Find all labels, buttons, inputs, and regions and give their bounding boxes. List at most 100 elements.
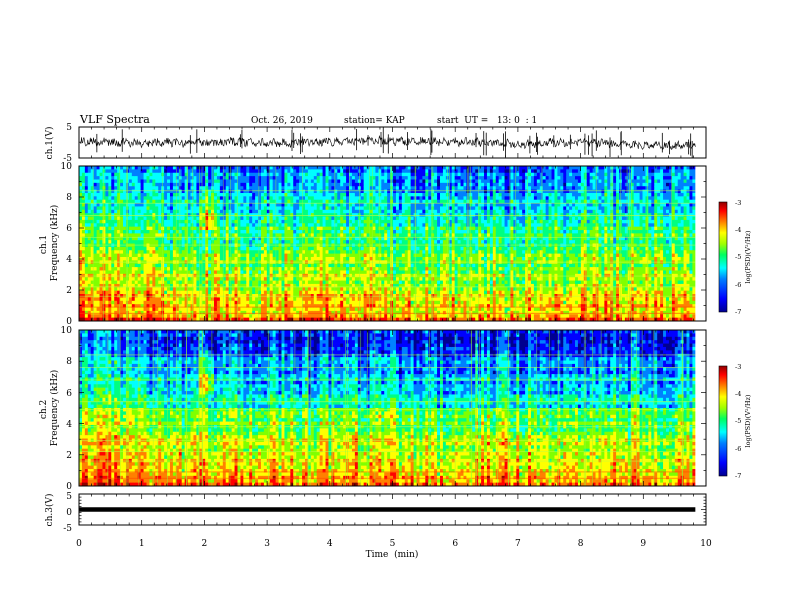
spectrogram-cell — [334, 267, 338, 271]
spectrogram-cell — [266, 226, 271, 231]
spectrogram-cell — [296, 307, 300, 312]
spectrogram-cell — [381, 182, 385, 187]
spectrogram-cell — [319, 176, 323, 180]
spectrogram-cell — [366, 317, 370, 322]
spectrogram-cell — [93, 277, 97, 281]
spectrogram-cell — [143, 314, 147, 319]
spectrogram-cell — [346, 250, 350, 255]
spectrogram-cell — [249, 189, 253, 194]
spectrogram-cell — [246, 182, 250, 187]
spectrogram-cell — [340, 192, 344, 197]
spectrogram-cell — [231, 206, 235, 211]
spectrogram-cell — [134, 267, 139, 271]
spectrogram-cell — [319, 179, 323, 184]
spectrogram-cell — [120, 314, 124, 319]
spectrogram-cell — [369, 270, 373, 275]
spectrogram-cell — [96, 233, 100, 238]
spectrogram-cell — [155, 166, 159, 170]
spectrogram-cell — [102, 203, 106, 207]
spectrogram-cell — [205, 233, 209, 238]
spectrogram-cell — [313, 176, 318, 180]
spectrogram-cell — [360, 300, 365, 305]
spectrogram-cell — [190, 256, 194, 261]
spectrogram-cell — [278, 199, 282, 204]
spectrogram-cell — [307, 287, 312, 292]
spectrogram-cell — [202, 209, 206, 214]
spectrogram-cell — [190, 206, 194, 211]
spectrogram-cell — [304, 233, 309, 238]
spectrogram-cell — [319, 189, 323, 194]
spectrogram-cell — [181, 250, 186, 255]
spectrogram-cell — [366, 290, 370, 295]
spectrogram-cell — [381, 256, 385, 261]
spectrogram-cell — [340, 236, 344, 241]
spectrogram-cell — [384, 253, 388, 258]
spectrogram-cell — [146, 253, 150, 258]
spectrogram-cell — [205, 314, 209, 319]
spectrogram-cell — [111, 196, 115, 201]
spectrogram-cell — [193, 236, 197, 241]
spectrogram-cell — [375, 199, 379, 204]
spectrogram-cell — [167, 172, 171, 177]
spectrogram-cell — [349, 209, 353, 214]
spectrogram-cell — [131, 209, 136, 214]
spectrogram-cell — [249, 290, 253, 295]
spectrogram-cell — [84, 206, 89, 211]
spectrogram-cell — [325, 307, 329, 312]
spectrogram-cell — [214, 253, 218, 258]
spectrogram-cell — [167, 206, 171, 211]
spectrogram-cell — [199, 196, 203, 201]
spectrogram-cell — [190, 314, 194, 319]
spectrogram-cell — [384, 290, 388, 295]
spectrogram-cell — [263, 186, 268, 190]
spectrogram-cell — [199, 263, 203, 268]
spectrogram-cell — [114, 297, 118, 302]
spectrogram-cell — [90, 169, 95, 174]
spectrogram-cell — [240, 287, 244, 292]
spectrogram-cell — [152, 287, 156, 292]
spectrogram-cell — [143, 230, 147, 234]
spectrogram-cell — [363, 166, 368, 170]
spectrogram-cell — [263, 182, 268, 187]
spectrogram-cell — [381, 263, 385, 268]
spectrogram-cell — [84, 196, 89, 201]
spectrogram-cell — [328, 263, 332, 268]
spectrogram-cell — [287, 176, 291, 180]
spectrogram-cell — [123, 230, 127, 234]
spectrogram-cell — [155, 277, 159, 281]
spectrogram-cell — [349, 250, 353, 255]
spectrogram-cell — [158, 182, 162, 187]
spectrogram-cell — [225, 300, 230, 305]
spectrogram-cell — [260, 186, 265, 190]
spectrogram-cell — [384, 270, 388, 275]
spectrogram-cell — [96, 263, 100, 268]
spectrogram-cell — [102, 179, 106, 184]
spectrogram-cell — [325, 172, 329, 177]
spectrogram-cell — [299, 270, 303, 275]
spectrogram-cell — [202, 236, 206, 241]
spectrogram-cell — [293, 176, 297, 180]
spectrogram-cell — [269, 277, 274, 281]
spectrogram-cell — [196, 280, 200, 285]
spectrogram-cell — [240, 253, 244, 258]
spectrogram-cell — [316, 206, 321, 211]
spectrogram-cell — [140, 233, 144, 238]
spectrogram-cell — [246, 297, 250, 302]
spectrogram-cell — [340, 186, 344, 190]
spectrogram-cell — [260, 250, 265, 255]
spectrogram-cell — [366, 196, 370, 201]
spectrogram-cell — [111, 300, 115, 305]
spectrogram-cell — [263, 230, 268, 234]
spectrogram-cell — [131, 192, 136, 197]
spectrogram-cell — [290, 182, 294, 187]
spectrogram-cell — [351, 317, 356, 322]
spectrogram-cell — [140, 213, 144, 217]
spectrogram-cell — [263, 196, 268, 201]
spectrogram-cell — [331, 270, 335, 275]
spectrogram-cell — [334, 196, 338, 201]
spectrogram-cell — [340, 176, 344, 180]
spectrogram-cell — [322, 250, 326, 255]
spectrogram-cell — [381, 307, 385, 312]
spectrogram-cell — [337, 213, 341, 217]
spectrogram-cell — [214, 290, 218, 295]
